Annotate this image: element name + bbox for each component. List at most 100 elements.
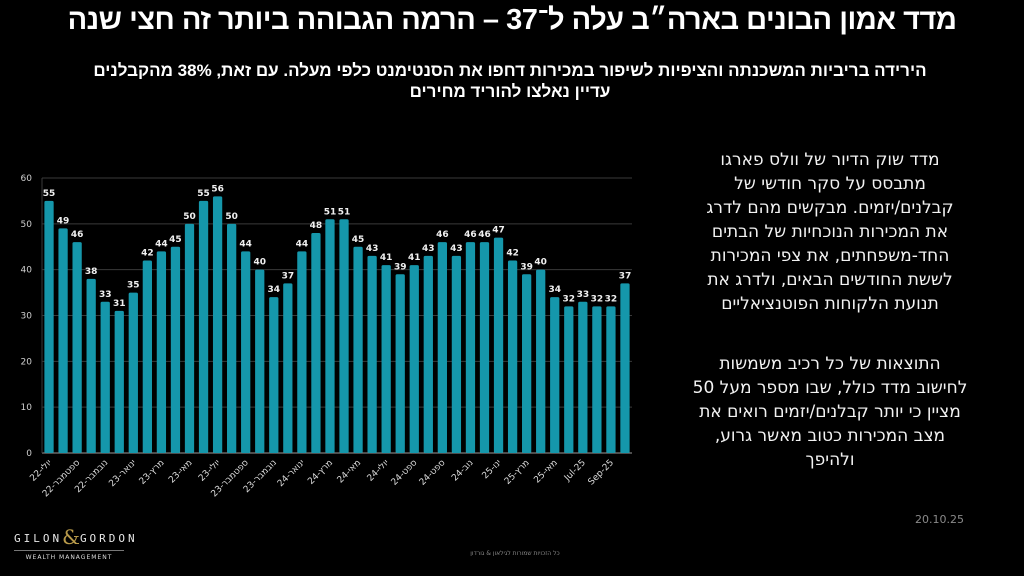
bar [255, 269, 265, 453]
bar [578, 301, 588, 453]
bar [44, 200, 54, 453]
data-label: 46 [71, 230, 84, 240]
x-tick-label: 24-מרץ [306, 458, 335, 487]
data-label: 38 [85, 267, 98, 277]
data-label: 34 [268, 285, 281, 295]
bar [564, 306, 574, 453]
bar [592, 306, 602, 453]
data-label: 51 [324, 207, 337, 217]
bar [536, 269, 546, 453]
x-tick-label: 22-יולי [28, 458, 54, 484]
bar [381, 265, 391, 453]
x-tick-label: Jul-25 [562, 458, 588, 484]
data-label: 32 [563, 294, 576, 304]
data-label: 43 [422, 244, 435, 254]
description-line: מתבסס על סקר חודשי של [734, 174, 926, 194]
bar [606, 306, 616, 453]
data-label: 37 [619, 271, 632, 281]
x-tick-label: 23-מרץ [138, 458, 167, 487]
x-tick-label: 25-מרץ [503, 458, 532, 487]
data-label: 31 [113, 299, 126, 309]
description-line: מדד שוק הדיור של וולס פארגו [720, 150, 940, 170]
bar [128, 292, 138, 453]
description-line: קבלנים/יזמים. מבקשים מהם לדרג [706, 198, 954, 218]
x-tick-label: 25-ינו [480, 458, 503, 481]
bar [353, 246, 363, 453]
bar [269, 297, 279, 453]
logo-left-word: GILON [14, 532, 63, 545]
subtitle-line-1: הירידה בריביות המשכנתה והציפיות לשיפור ב… [93, 61, 927, 80]
data-label: 44 [239, 239, 252, 249]
data-label: 49 [57, 216, 70, 226]
description-line: התוצאות של כל רכיב משמשות [719, 354, 941, 374]
data-label: 39 [520, 262, 533, 272]
x-tick-label: 24-מאי [336, 458, 363, 485]
slide-subtitle: הירידה בריביות המשכנתה והציפיות לשיפור ב… [20, 60, 1000, 102]
data-label: 44 [155, 239, 168, 249]
bar [142, 260, 152, 453]
data-label: 39 [394, 262, 407, 272]
description-line: לששת החודשים הבאים, ולדרג את [707, 270, 953, 290]
slide-title: מדד אמון הבונים בארה״ב עלה ל־37 – הרמה ה… [67, 4, 957, 36]
data-label: 32 [605, 294, 618, 304]
data-label: 33 [577, 290, 590, 300]
description-paragraph-2: התוצאות של כל רכיב משמשות לחישוב מדד כולל… [650, 352, 1010, 472]
data-label: 40 [534, 258, 547, 268]
data-label: 45 [169, 235, 182, 245]
x-tick-label: Sep-25 [587, 458, 616, 487]
y-tick-label: 0 [26, 449, 32, 459]
logo-ampersand: & [62, 525, 80, 549]
bar [451, 255, 462, 453]
y-tick-label: 40 [21, 266, 33, 276]
bar [212, 196, 223, 454]
y-tick-label: 10 [21, 403, 33, 413]
bar [395, 274, 405, 453]
bar [86, 278, 96, 453]
y-tick-label: 20 [21, 357, 33, 367]
x-tick-label: 23-ינואר [107, 458, 138, 489]
bar [493, 237, 504, 453]
x-tick-label: 24-ספט [390, 458, 420, 488]
bar [437, 242, 447, 453]
bar [184, 223, 195, 453]
description-line: תנועת הלקוחות הפוטנציאליים [721, 294, 939, 314]
description-line: מצב המכירות כטוב מאשר גרוע, [714, 426, 946, 446]
bar [325, 219, 335, 453]
x-tick-label: 23-מאי [167, 458, 194, 485]
data-label: 33 [99, 290, 112, 300]
bar [58, 228, 68, 453]
description-line: ולהיפך [805, 450, 855, 470]
bar [241, 251, 251, 453]
data-label: 55 [197, 189, 210, 199]
x-tick-label: 24-ספט [418, 458, 448, 488]
bar [367, 255, 377, 453]
y-tick-label: 50 [21, 220, 33, 230]
bar [170, 246, 181, 453]
x-tick-label: 23-יולי [197, 458, 223, 484]
data-label: 44 [296, 239, 309, 249]
data-label: 46 [436, 230, 449, 240]
data-label: 48 [310, 221, 323, 231]
bar [550, 297, 560, 453]
description-line: החד-משפחתים, את צפי המכירות [710, 246, 950, 266]
data-label: 56 [211, 184, 224, 194]
bar [339, 219, 349, 453]
data-label: 42 [506, 249, 519, 259]
data-label: 40 [253, 258, 266, 268]
data-label: 47 [492, 226, 505, 236]
bar [198, 200, 209, 453]
bar [465, 242, 476, 453]
bar [479, 242, 490, 453]
data-label: 46 [464, 230, 477, 240]
bar [227, 223, 237, 453]
data-label: 51 [338, 207, 351, 217]
description-paragraph-1: מדד שוק הדיור של וולס פארגו מתבסס על סקר … [650, 148, 1010, 316]
bar [156, 251, 167, 453]
logo-subtitle: WEALTH MANAGEMENT [25, 554, 113, 561]
bar [114, 310, 124, 453]
subtitle-line-2: עדיין נאלצו להוריד מחירים [409, 82, 611, 101]
copyright-notice: כל הזכויות שמורות לגילאון & גורדון [470, 550, 560, 557]
